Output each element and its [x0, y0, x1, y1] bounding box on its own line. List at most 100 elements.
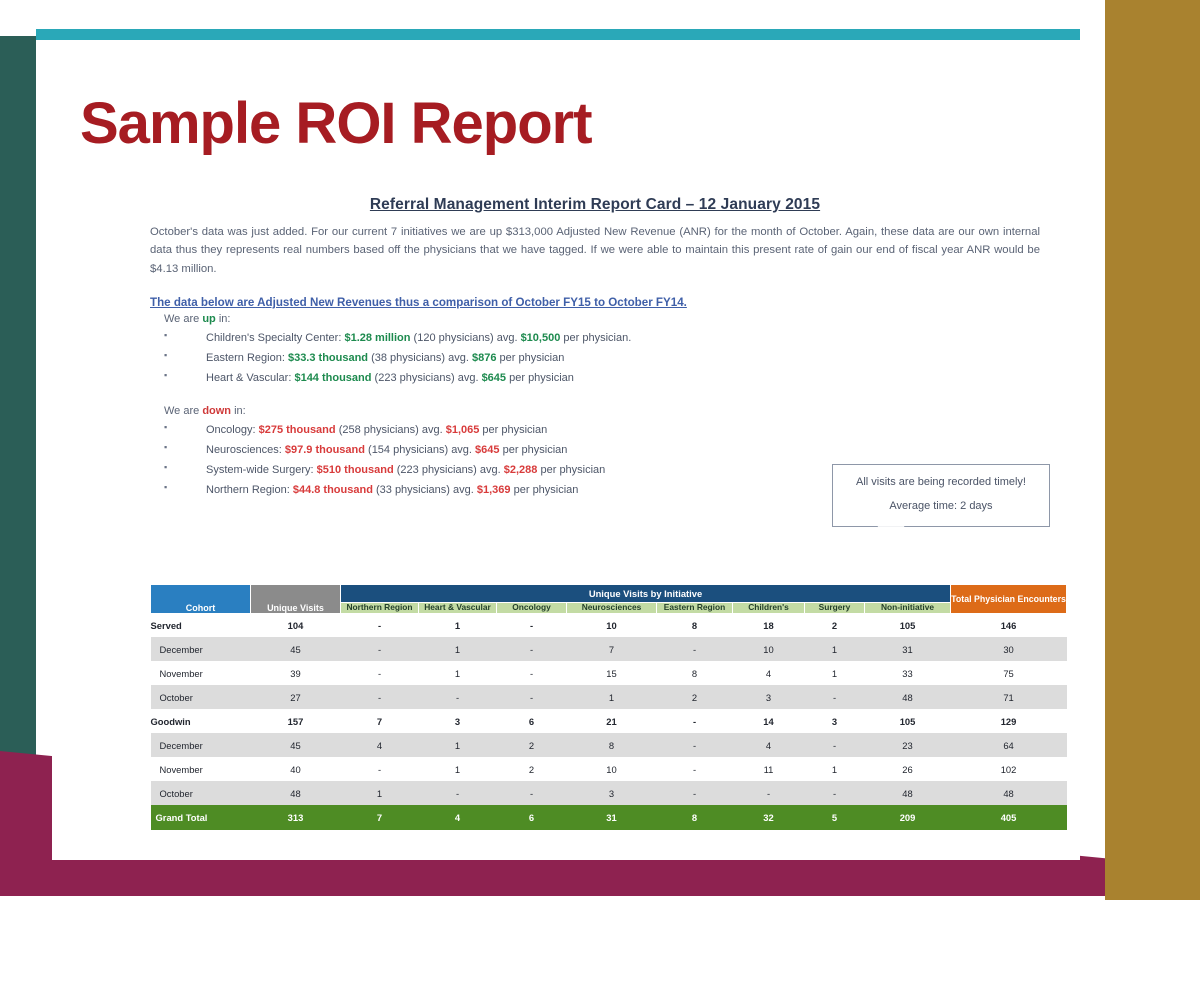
cell-eastern-region: -: [692, 715, 697, 727]
cell-unique: 39: [290, 667, 301, 679]
cell-surgery: 1: [831, 667, 838, 679]
avg-label: avg.: [421, 423, 443, 436]
cell-surgery: 2: [831, 620, 838, 632]
initiative-name: Heart & Vascular:: [206, 371, 292, 384]
table-row-grand-total: Grand Total 313 7 4 6 31 8 32 5 209 405: [150, 805, 1067, 831]
cell-surgery: -: [832, 787, 837, 799]
cell-eastern-region: -: [692, 763, 697, 775]
cell-childrens: 11: [763, 763, 774, 775]
table-row: October 27 - - - 1 2 3 - 48 71: [150, 685, 1067, 710]
col-group-header-initiatives: Unique Visits by Initiative: [339, 584, 952, 603]
cell-unique: 27: [290, 691, 301, 703]
avg-label: avg.: [451, 443, 472, 456]
cell-childrens: 32: [763, 812, 774, 824]
physician-count: (120 physicians): [413, 331, 494, 344]
report-body: Referral Management Interim Report Card …: [150, 196, 1040, 502]
col-header-cohort: Cohort: [150, 584, 251, 614]
cell-eastern-region: 2: [691, 691, 698, 703]
up-prefix: We are: [164, 312, 203, 325]
cell-non-initiative: 209: [899, 812, 916, 824]
cell-non-initiative: 23: [902, 739, 913, 751]
row-label: Goodwin: [150, 715, 191, 727]
cell-total: 30: [1003, 643, 1014, 655]
callout-line-2: Average time: 2 days: [889, 500, 993, 513]
physician-count: (223 physicians): [374, 371, 455, 384]
cell-oncology: 2: [528, 739, 535, 751]
per-physician-suffix: per physician: [509, 371, 574, 384]
col-header-non-initiative: Non-initiative: [863, 602, 952, 614]
cell-childrens: -: [766, 787, 771, 799]
physician-count: (154 physicians): [368, 443, 449, 456]
cell-neurosciences: 31: [606, 812, 617, 824]
cell-unique: 313: [287, 812, 304, 824]
cell-neurosciences: 1: [608, 691, 615, 703]
col-header-northern-region: Northern Region: [340, 602, 419, 614]
cell-eastern-region: 8: [691, 667, 698, 679]
initiative-name: Children's Specialty Center:: [206, 331, 342, 344]
physician-count: (223 physicians): [396, 463, 477, 476]
col-header-neurosciences: Neurosciences: [566, 602, 657, 614]
avg-value: $876: [472, 351, 497, 364]
table-row: December 45 4 1 2 8 - 4 - 23 64: [150, 733, 1067, 758]
initiative-name: Oncology:: [206, 423, 256, 436]
cell-oncology: -: [529, 643, 534, 655]
cell-northern-region: -: [377, 667, 382, 679]
cell-northern-region: -: [377, 691, 382, 703]
amount-value: $1.28 million: [344, 331, 411, 344]
cell-total: 64: [1003, 739, 1014, 751]
cell-oncology: 6: [528, 812, 535, 824]
cell-total: 75: [1003, 667, 1014, 679]
callout-line-1: All visits are being recorded timely!: [856, 476, 1026, 488]
initiative-name: System-wide Surgery:: [206, 463, 314, 476]
cell-heart-vascular: -: [455, 787, 460, 799]
cell-oncology: -: [529, 620, 534, 632]
cell-non-initiative: 33: [902, 667, 913, 679]
cell-eastern-region: -: [692, 643, 697, 655]
amount-value: $44.8 thousand: [292, 483, 373, 496]
cell-oncology: 6: [528, 715, 535, 727]
cell-total: 71: [1003, 691, 1014, 703]
cell-neurosciences: 10: [606, 620, 617, 632]
cell-surgery: -: [832, 691, 837, 703]
table-header-row-top: Cohort Unique Visits Unique Visits by In…: [150, 584, 1068, 614]
cell-heart-vascular: 1: [454, 739, 461, 751]
cell-heart-vascular: 3: [454, 715, 461, 727]
cell-unique: 40: [290, 763, 301, 775]
cell-total: 102: [1000, 763, 1017, 775]
cell-childrens: 4: [765, 667, 772, 679]
right-sidebar-decoration: [1105, 0, 1200, 900]
cell-total: 48: [1003, 787, 1014, 799]
report-heading: Referral Management Interim Report Card …: [369, 196, 821, 213]
report-paragraph: October's data was just added. For our c…: [150, 223, 1040, 278]
cell-northern-region: -: [377, 620, 382, 632]
per-physician-suffix: per physician: [513, 483, 579, 496]
cell-neurosciences: 10: [606, 763, 617, 775]
amount-value: $510 thousand: [316, 463, 394, 476]
down-section-label: We are down in:: [164, 405, 1040, 417]
cell-childrens: 18: [763, 620, 774, 632]
left-edge-decoration: [0, 36, 36, 860]
cell-heart-vascular: 1: [454, 620, 461, 632]
cell-non-initiative: 105: [899, 715, 916, 727]
table-row: Goodwin 157 7 3 6 21 - 14 3 105 129: [150, 709, 1067, 734]
down-suffix: in:: [231, 404, 246, 417]
cell-unique: 45: [290, 643, 301, 655]
cell-eastern-region: 8: [691, 812, 698, 824]
table-row: December 45 - 1 - 7 - 10 1 31 30: [150, 637, 1067, 662]
cell-childrens: 4: [765, 739, 772, 751]
cell-surgery: 3: [831, 715, 838, 727]
up-word: up: [202, 312, 216, 325]
cell-total: 146: [1000, 620, 1017, 632]
per-physician-suffix: per physician: [499, 351, 565, 364]
list-item: Heart & Vascular: $144 thousand (223 phy…: [150, 367, 1040, 388]
amount-value: $144 thousand: [294, 371, 372, 384]
slide-number: 14: [1144, 909, 1162, 926]
cell-northern-region: 4: [376, 739, 383, 751]
per-physician-suffix: per physician: [482, 423, 548, 436]
cell-neurosciences: 21: [606, 715, 617, 727]
list-item: Oncology: $275 thousand (258 physicians)…: [150, 419, 1040, 440]
cell-northern-region: 7: [376, 715, 383, 727]
table-header-row-initiatives: Northern Region Heart & Vascular Oncolog…: [151, 602, 1067, 614]
table-row: Served 104 - 1 - 10 8 18 2 105 146: [150, 613, 1067, 638]
